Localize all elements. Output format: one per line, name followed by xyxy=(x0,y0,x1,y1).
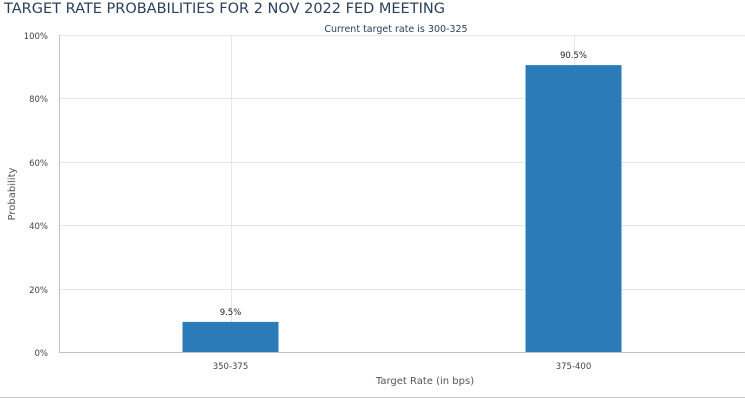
y-tick-label: 40% xyxy=(29,222,48,232)
y-tick-label: 80% xyxy=(29,95,48,105)
data-label: 90.5% xyxy=(560,51,587,61)
grid-lines xyxy=(59,35,745,352)
chart-subtitle: Current target rate is 300-325 xyxy=(324,24,467,35)
y-tick-label: 100% xyxy=(24,32,48,42)
data-label: 9.5% xyxy=(220,308,242,318)
x-tick-label: 350-375 xyxy=(213,362,249,372)
y-tick-label: 0% xyxy=(35,349,49,359)
chart-title: TARGET RATE PROBABILITIES FOR 2 NOV 2022… xyxy=(4,1,445,17)
y-tick-label: 20% xyxy=(29,286,48,296)
y-tick-label: 60% xyxy=(29,159,48,169)
x-axis-title: Target Rate (in bps) xyxy=(375,376,474,387)
axes: 0% 20% 40% 60% 80% 100% 350-375 375-400 xyxy=(24,32,745,372)
bar-375-400 xyxy=(525,65,622,353)
y-axis-title: Probability xyxy=(7,167,18,220)
bottom-divider xyxy=(0,397,745,398)
data-labels: 9.5% 90.5% xyxy=(220,51,587,318)
x-tick-label: 375-400 xyxy=(556,362,592,372)
bars xyxy=(182,65,622,353)
bar-350-375 xyxy=(182,321,279,352)
